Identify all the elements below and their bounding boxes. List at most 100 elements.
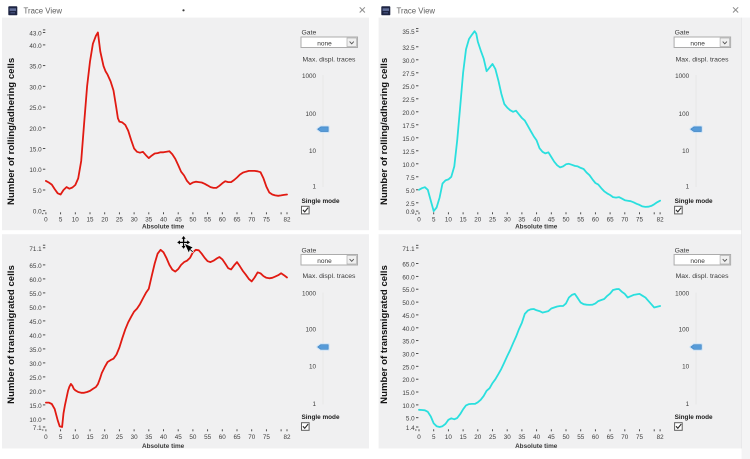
svg-text:12.5: 12.5 (402, 149, 415, 156)
svg-text:20.0: 20.0 (29, 126, 42, 133)
svg-text:45: 45 (548, 217, 556, 224)
svg-text:70: 70 (621, 434, 629, 441)
svg-text:55: 55 (204, 434, 212, 441)
svg-text:40.0: 40.0 (402, 326, 415, 333)
svg-text:45: 45 (548, 434, 556, 441)
svg-text:10: 10 (309, 148, 317, 155)
svg-text:70: 70 (621, 217, 629, 224)
svg-text:30: 30 (131, 217, 139, 224)
svg-text:7.5: 7.5 (406, 175, 415, 182)
svg-text:10: 10 (682, 148, 690, 155)
svg-text:Number of rolling/adhering cel: Number of rolling/adhering cells (379, 58, 390, 205)
svg-text:50: 50 (562, 434, 570, 441)
svg-text:22.5: 22.5 (402, 97, 415, 104)
svg-text:50: 50 (189, 217, 197, 224)
svg-text:71.1: 71.1 (29, 246, 42, 253)
svg-text:10.0: 10.0 (402, 162, 415, 169)
svg-text:40: 40 (160, 434, 168, 441)
svg-text:15.0: 15.0 (402, 390, 415, 397)
svg-text:25.0: 25.0 (29, 375, 42, 382)
svg-text:25.0: 25.0 (402, 84, 415, 91)
svg-text:none: none (690, 41, 705, 48)
svg-text:30: 30 (131, 434, 139, 441)
svg-text:35.0: 35.0 (402, 339, 415, 346)
svg-text:10: 10 (309, 363, 317, 370)
svg-text:70: 70 (248, 217, 256, 224)
svg-text:10: 10 (682, 363, 690, 370)
svg-text:65: 65 (233, 217, 241, 224)
svg-text:55: 55 (577, 217, 585, 224)
svg-text:40: 40 (533, 217, 541, 224)
svg-text:50.0: 50.0 (29, 305, 42, 312)
svg-text:55.0: 55.0 (402, 287, 415, 294)
svg-text:Number of rolling/adhering cel: Number of rolling/adhering cells (6, 58, 17, 205)
svg-text:10: 10 (72, 434, 80, 441)
svg-text:65: 65 (607, 217, 615, 224)
svg-text:55: 55 (577, 434, 585, 441)
svg-text:10.0: 10.0 (29, 167, 42, 174)
svg-text:35: 35 (145, 217, 153, 224)
svg-text:17.5: 17.5 (402, 123, 415, 130)
svg-text:15: 15 (86, 434, 94, 441)
svg-text:30.0: 30.0 (29, 84, 42, 91)
svg-text:15: 15 (86, 217, 94, 224)
svg-text:75: 75 (636, 217, 644, 224)
svg-text:30.0: 30.0 (402, 58, 415, 65)
svg-text:35.0: 35.0 (29, 347, 42, 354)
svg-text:10: 10 (445, 217, 453, 224)
svg-text:none: none (317, 41, 332, 48)
svg-text:100: 100 (305, 111, 316, 118)
svg-text:40: 40 (533, 434, 541, 441)
svg-text:0: 0 (44, 434, 48, 441)
svg-text:32.5: 32.5 (402, 45, 415, 52)
svg-text:15: 15 (460, 434, 468, 441)
svg-text:20.0: 20.0 (402, 377, 415, 384)
svg-text:25: 25 (489, 434, 497, 441)
svg-text:82: 82 (283, 217, 291, 224)
svg-text:50: 50 (189, 434, 197, 441)
svg-text:Gate: Gate (675, 30, 690, 37)
svg-text:Trace View: Trace View (24, 6, 63, 15)
svg-text:none: none (690, 258, 705, 265)
svg-text:50.0: 50.0 (402, 300, 415, 307)
svg-text:35: 35 (518, 434, 526, 441)
svg-text:20: 20 (474, 217, 482, 224)
svg-text:1000: 1000 (675, 73, 690, 80)
svg-text:25: 25 (116, 434, 124, 441)
svg-text:1: 1 (686, 401, 690, 408)
svg-text:5: 5 (59, 217, 63, 224)
svg-text:1000: 1000 (675, 290, 690, 297)
svg-text:Max. displ. traces: Max. displ. traces (676, 273, 729, 280)
svg-text:15.0: 15.0 (29, 147, 42, 154)
svg-text:5.0: 5.0 (406, 416, 415, 423)
svg-text:55: 55 (204, 217, 212, 224)
svg-text:20.0: 20.0 (29, 389, 42, 396)
svg-text:65: 65 (607, 434, 615, 441)
svg-text:20.0: 20.0 (402, 110, 415, 117)
svg-text:45: 45 (175, 434, 183, 441)
svg-text:60: 60 (592, 217, 600, 224)
svg-text:Absolute time: Absolute time (515, 443, 558, 450)
svg-text:1000: 1000 (302, 73, 317, 80)
svg-text:20: 20 (474, 434, 482, 441)
svg-text:45: 45 (175, 217, 183, 224)
svg-text:75: 75 (263, 434, 271, 441)
svg-text:75: 75 (636, 434, 644, 441)
svg-text:10.0: 10.0 (29, 417, 42, 424)
svg-text:25.0: 25.0 (402, 364, 415, 371)
svg-text:100: 100 (679, 111, 690, 118)
svg-text:45.0: 45.0 (402, 313, 415, 320)
svg-text:5.0: 5.0 (406, 188, 415, 195)
svg-text:2.5: 2.5 (406, 201, 415, 208)
svg-text:20: 20 (101, 217, 109, 224)
svg-text:35.5: 35.5 (402, 29, 415, 36)
svg-text:70: 70 (248, 434, 256, 441)
svg-text:1000: 1000 (302, 290, 317, 297)
svg-text:60: 60 (219, 217, 227, 224)
svg-text:5: 5 (432, 217, 436, 224)
svg-text:25: 25 (116, 217, 124, 224)
svg-text:Single mode: Single mode (675, 414, 713, 421)
svg-text:1: 1 (686, 184, 690, 191)
svg-text:60.0: 60.0 (402, 274, 415, 281)
svg-text:60: 60 (592, 434, 600, 441)
